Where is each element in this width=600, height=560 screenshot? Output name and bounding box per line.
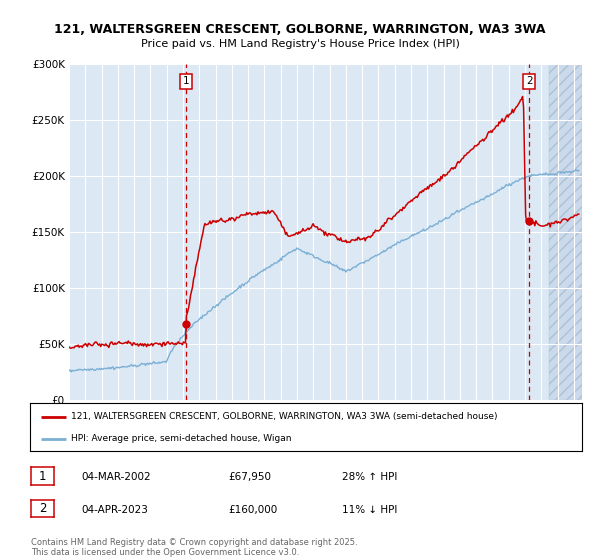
Text: Price paid vs. HM Land Registry's House Price Index (HPI): Price paid vs. HM Land Registry's House … (140, 39, 460, 49)
Text: 121, WALTERSGREEN CRESCENT, GOLBORNE, WARRINGTON, WA3 3WA: 121, WALTERSGREEN CRESCENT, GOLBORNE, WA… (54, 24, 546, 36)
Text: HPI: Average price, semi-detached house, Wigan: HPI: Average price, semi-detached house,… (71, 435, 292, 444)
Text: 28% ↑ HPI: 28% ↑ HPI (342, 472, 397, 482)
Text: £160,000: £160,000 (228, 505, 277, 515)
Text: 2: 2 (526, 76, 532, 86)
Text: 04-APR-2023: 04-APR-2023 (81, 505, 148, 515)
Bar (550, 64, 582, 400)
Text: £67,950: £67,950 (228, 472, 271, 482)
Text: 2: 2 (39, 502, 46, 515)
Text: 11% ↓ HPI: 11% ↓ HPI (342, 505, 397, 515)
Text: 04-MAR-2002: 04-MAR-2002 (81, 472, 151, 482)
Text: Contains HM Land Registry data © Crown copyright and database right 2025.
This d: Contains HM Land Registry data © Crown c… (31, 538, 358, 557)
Text: 1: 1 (39, 469, 46, 483)
Text: 121, WALTERSGREEN CRESCENT, GOLBORNE, WARRINGTON, WA3 3WA (semi-detached house): 121, WALTERSGREEN CRESCENT, GOLBORNE, WA… (71, 412, 498, 421)
Text: 1: 1 (182, 76, 189, 86)
